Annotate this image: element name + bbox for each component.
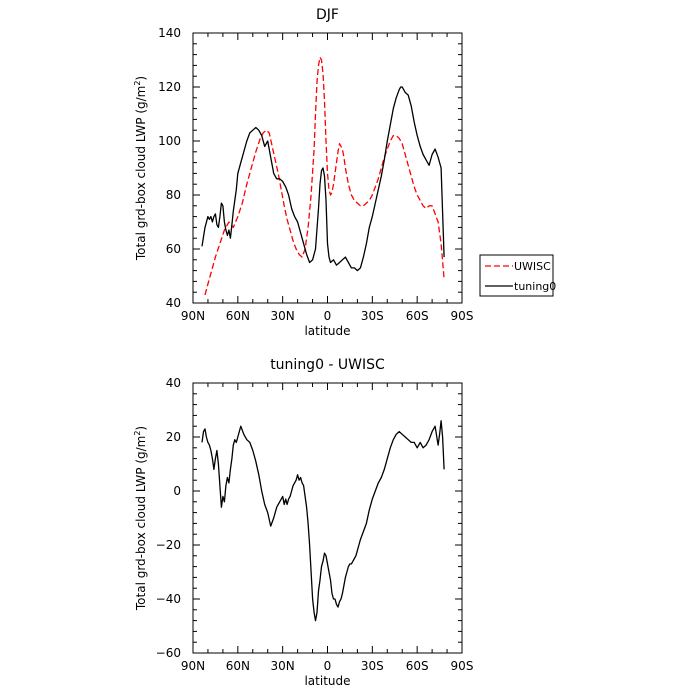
top-chart-title: DJF: [316, 7, 339, 23]
legend-label: UWISC: [514, 260, 551, 273]
bottom-chart-title: tuning0 - UWISC: [270, 357, 385, 373]
bottom-xtick-label: 60N: [226, 659, 250, 673]
bottom-series-line-difference: [201, 420, 445, 622]
legend: UWISC tuning0: [479, 254, 556, 297]
top-ytick-label: 140: [158, 26, 181, 40]
bottom-x-axis-label: latitude: [304, 674, 350, 688]
bottom-xtick-label: 90N: [181, 659, 205, 673]
top-xtick-label: 30N: [271, 309, 295, 323]
bottom-xtick-label: 30S: [361, 659, 384, 673]
bottom-xtick-label: 60S: [406, 659, 429, 673]
bottom-ytick-label: −20: [156, 538, 181, 552]
bottom-xtick-label: 0: [324, 659, 332, 673]
bottom-ytick-label: −60: [156, 646, 181, 660]
top-xtick-label: 90N: [181, 309, 205, 323]
top-x-axis-label: latitude: [304, 324, 350, 338]
legend-label: tuning0: [514, 280, 556, 293]
top-xtick-label: 0: [324, 309, 332, 323]
legend-box: [479, 254, 554, 297]
top-xtick-label: 60N: [226, 309, 250, 323]
top-ytick-label: 80: [166, 188, 181, 202]
top-series-line-uwisc: [204, 56, 445, 296]
bottom-ytick-label: 20: [166, 430, 181, 444]
bottom-ytick-label: −40: [156, 592, 181, 606]
top-panel: 90N 60N 30N 0 30S 60S 90S 40 60 80 100 120 140 DJF lat…: [133, 7, 556, 338]
bottom-plot-frame: [192, 382, 463, 654]
top-y-axis-label: Total grd-box cloud LWP (g/m2): [133, 76, 148, 261]
bottom-xtick-label: 90S: [451, 659, 474, 673]
top-xtick-label: 90S: [451, 309, 474, 323]
top-series-line-tuning0: [201, 86, 445, 272]
top-xtick-label: 60S: [406, 309, 429, 323]
top-xtick-label: 30S: [361, 309, 384, 323]
top-ytick-label: 100: [158, 134, 181, 148]
bottom-xtick-label: 30N: [271, 659, 295, 673]
top-ytick-label: 40: [166, 296, 181, 310]
top-ytick-label: 60: [166, 242, 181, 256]
bottom-panel: 90N 60N 30N 0 30S 60S 90S −60 −40 −20 0 20 40 tuning0…: [133, 357, 473, 688]
bottom-ytick-label: 40: [166, 376, 181, 390]
top-ytick-label: 120: [158, 80, 181, 94]
bottom-ytick-label: 0: [173, 484, 181, 498]
bottom-y-axis-label: Total grd-box cloud LWP (g/m2): [133, 426, 148, 611]
